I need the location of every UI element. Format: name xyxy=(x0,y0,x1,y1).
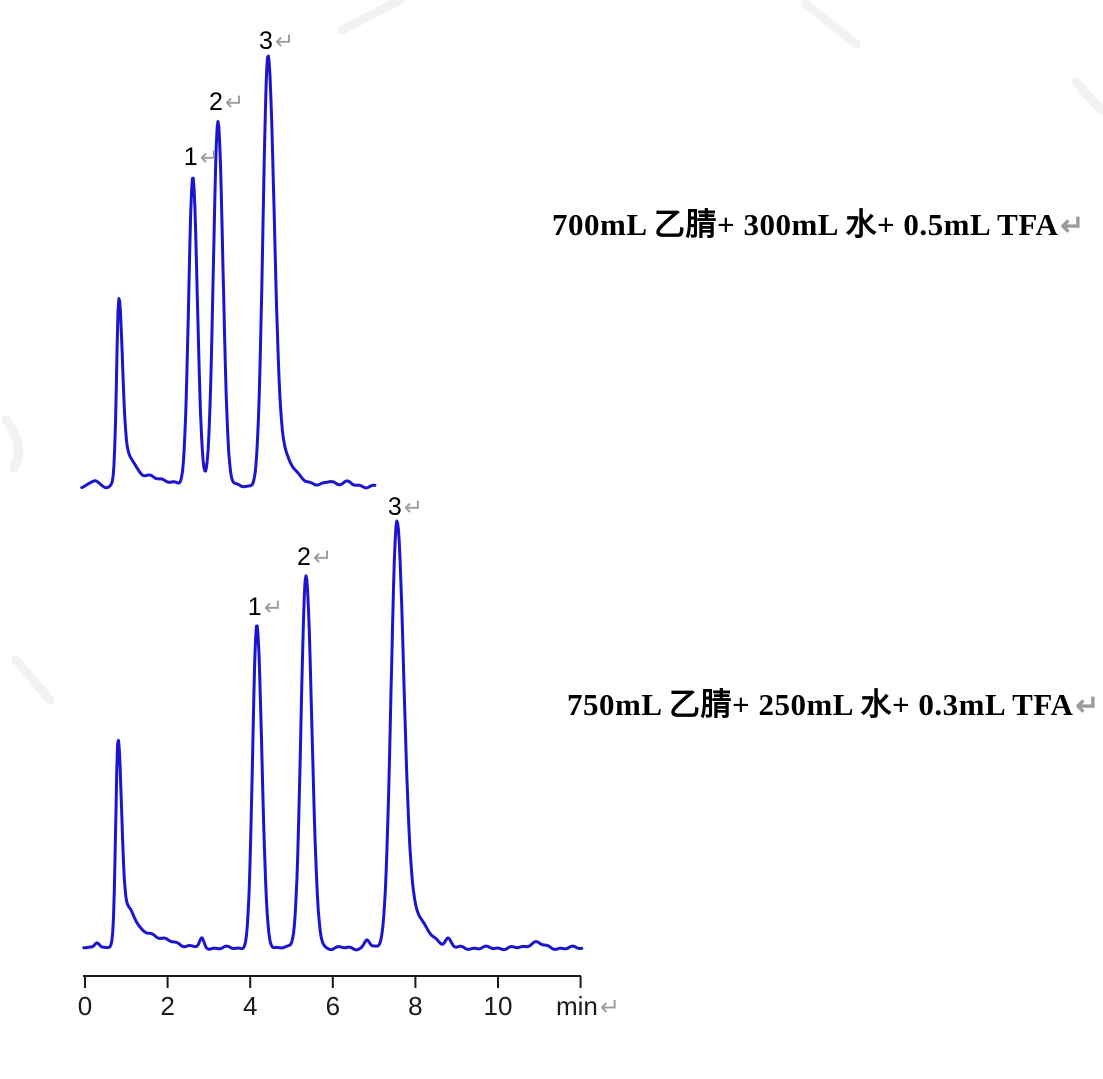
peak-number: 3 xyxy=(387,493,402,521)
peak-label-3: 3↵ xyxy=(259,28,294,54)
paragraph-return-mark: ↵ xyxy=(224,89,245,115)
x-axis-unit-label: min↵ xyxy=(556,993,620,1021)
peak-number: 1 xyxy=(247,593,262,621)
x-axis-tick-label: 0 xyxy=(77,991,93,1021)
peak-number: 2 xyxy=(208,88,223,116)
watermark xyxy=(1,0,1103,705)
peak-label-3: 3↵ xyxy=(388,494,423,520)
peak-label-2: 2↵ xyxy=(297,544,332,570)
peak-number: 1 xyxy=(183,143,198,171)
x-axis-tick-label: 6 xyxy=(325,991,341,1021)
caption-top-chromatogram: 700mL 乙腈+ 300mL 水+ 0.5mL TFA↵ xyxy=(552,206,1085,246)
x-axis xyxy=(83,975,582,988)
peak-label-1: 1↵ xyxy=(184,144,219,170)
x-axis-tick-label: 8 xyxy=(408,991,423,1021)
x-axis-tick-label: 2 xyxy=(160,991,175,1021)
paragraph-return-mark: ↵ xyxy=(199,144,219,170)
caption-text: 700mL 乙腈+ 300mL 水+ 0.5mL TFA xyxy=(552,207,1059,242)
chromatogram-trace-2 xyxy=(82,519,584,952)
x-axis-tick-label: 10 xyxy=(483,991,513,1021)
chromatogram-trace-1 xyxy=(80,54,377,490)
peak-number: 3 xyxy=(258,27,273,55)
peak-label-1: 1↵ xyxy=(248,594,283,620)
paragraph-return-mark: ↵ xyxy=(263,594,283,620)
paragraph-return-mark: ↵ xyxy=(1060,211,1085,242)
paragraph-return-mark: ↵ xyxy=(274,28,295,54)
paragraph-return-mark: ↵ xyxy=(312,544,333,570)
traces-layer xyxy=(80,54,584,952)
caption-text: 750mL 乙腈+ 250mL 水+ 0.3mL TFA xyxy=(567,687,1074,722)
caption-bottom-chromatogram: 750mL 乙腈+ 250mL 水+ 0.3mL TFA↵ xyxy=(567,686,1100,726)
peak-label-2: 2↵ xyxy=(209,89,244,115)
paragraph-return-mark: ↵ xyxy=(599,994,620,1021)
unit-text: min xyxy=(556,991,598,1021)
peak-number: 2 xyxy=(296,543,311,571)
paragraph-return-mark: ↵ xyxy=(403,494,423,520)
paragraph-return-mark: ↵ xyxy=(1075,691,1100,722)
x-axis-tick-label: 4 xyxy=(242,991,258,1021)
